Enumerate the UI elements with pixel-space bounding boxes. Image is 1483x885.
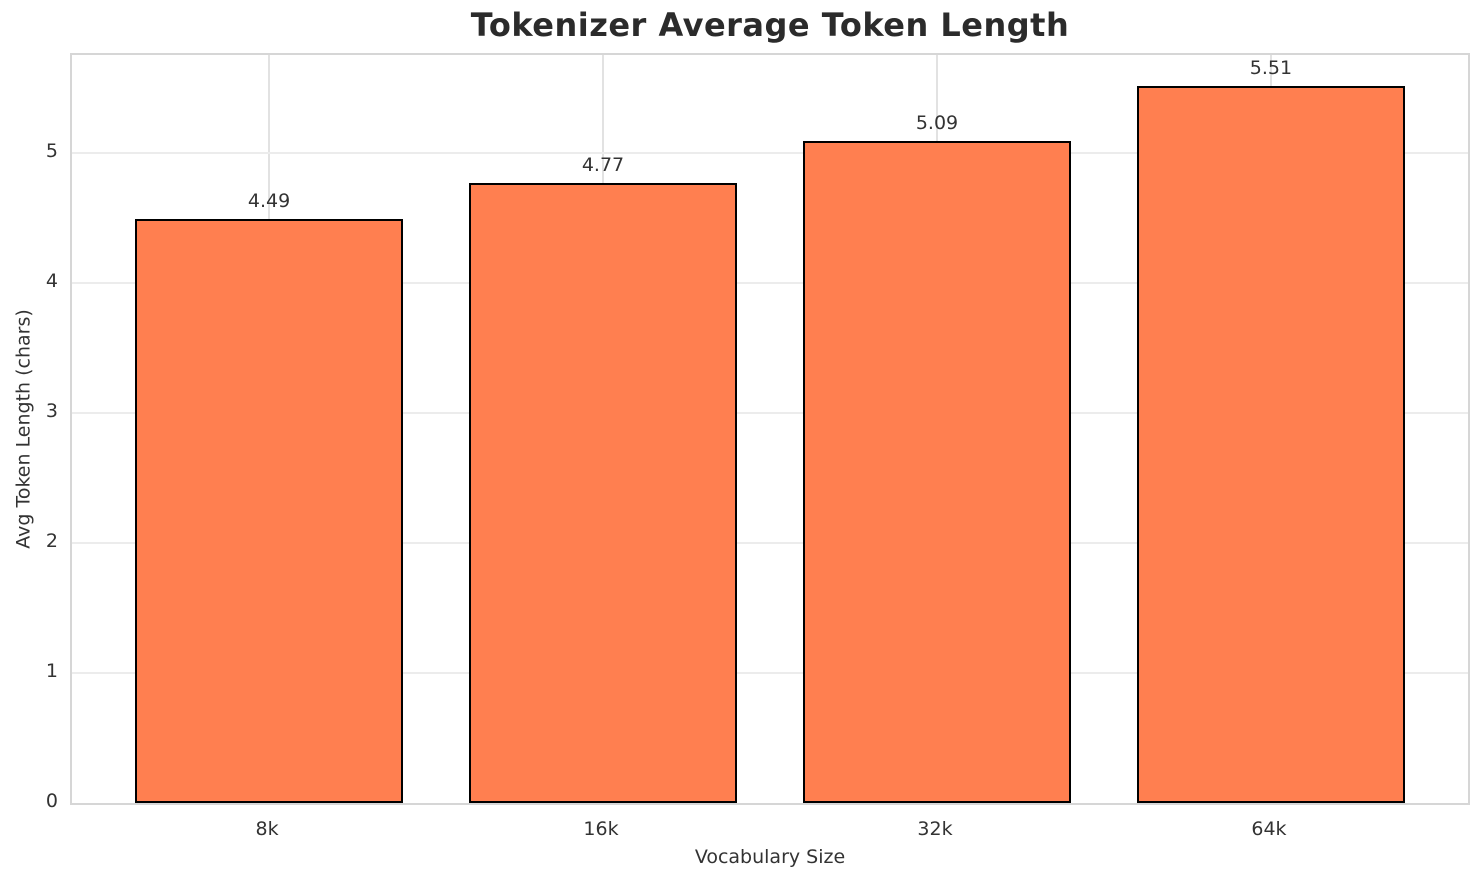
y-axis-ticks: 0 1 2 3 4 5 [0,53,58,810]
x-tick-label: 8k [255,818,279,840]
bar-value-label: 5.51 [1249,57,1293,80]
y-tick-label: 1 [45,659,58,682]
gridline-horizontal [72,151,1468,154]
y-axis-label: Avg Token Length (chars) [12,309,35,549]
x-tick-label: 16k [583,818,619,840]
bar-value-label: 5.09 [915,111,959,134]
bar [1137,86,1405,803]
gridline-horizontal [72,541,1468,544]
gridline-horizontal [72,411,1468,414]
plot-area: 4.49 4.77 5.09 5.51 [70,53,1470,805]
bar [469,182,737,803]
chart-title: Tokenizer Average Token Length [470,6,1070,44]
y-tick-label: 2 [45,529,58,552]
y-tick-label: 4 [45,269,58,292]
x-tick-label: 32k [917,818,953,840]
bars-layer: 4.49 4.77 5.09 5.51 [72,55,1468,803]
x-axis-label: Vocabulary Size [694,846,846,868]
bar-value-label: 4.77 [581,153,625,176]
y-tick-label: 3 [45,399,58,422]
bar [135,218,403,803]
bar-value-label: 4.49 [247,189,291,212]
x-tick-label: 64k [1251,818,1287,840]
x-axis-ticks: 8k 16k 32k 64k [70,820,1470,846]
y-tick-label: 0 [45,790,58,812]
y-tick-label: 5 [45,139,58,162]
gridline-horizontal [72,281,1468,284]
gridline-horizontal [72,671,1468,674]
bar [803,140,1071,803]
